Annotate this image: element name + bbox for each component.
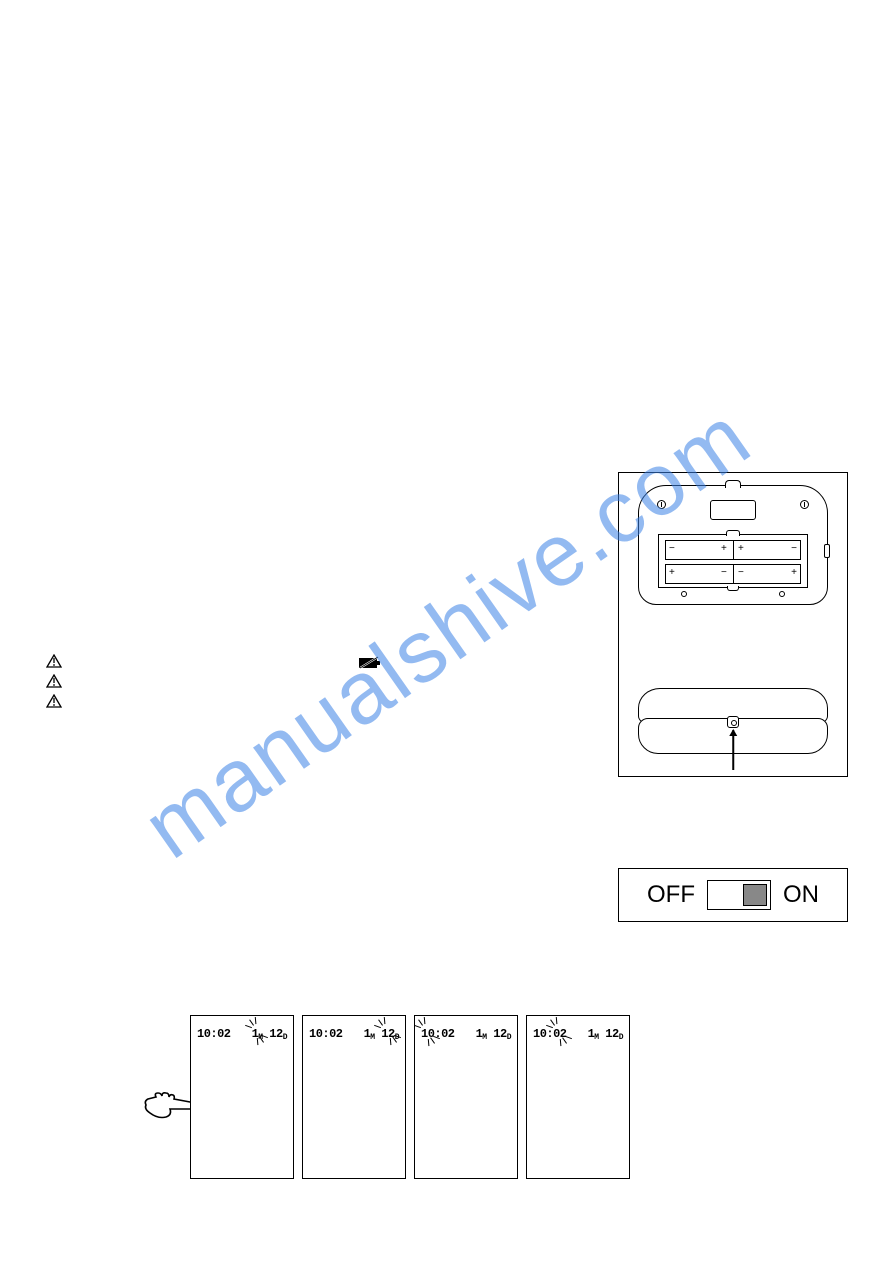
figure-power-switch: OFF ON bbox=[618, 868, 848, 922]
lcd-sequence: 10:02 1 M 12D 10:02 1M bbox=[190, 1015, 630, 1179]
caution-icon bbox=[46, 674, 62, 688]
lcd-date: 1M 12D bbox=[476, 1027, 511, 1041]
lcd-panel: 10:02 1M 12 D bbox=[302, 1015, 406, 1179]
switch-knob bbox=[743, 884, 767, 906]
lcd-panel: 10: 02 1M 12D bbox=[526, 1015, 630, 1179]
lcd-date: 1 M 12D bbox=[252, 1027, 287, 1041]
lcd-panel: 10:02 1 M 12D bbox=[190, 1015, 294, 1179]
lcd-time: 10 :02 bbox=[421, 1027, 455, 1041]
power-port-icon bbox=[727, 716, 739, 728]
device-back-view: − + + − + − − + bbox=[638, 485, 828, 615]
switch-on-label: ON bbox=[783, 881, 819, 909]
device-side-view bbox=[638, 688, 828, 760]
lcd-date: 1M 12 D bbox=[364, 1027, 399, 1041]
switch-off-label: OFF bbox=[647, 881, 695, 909]
lcd-panel: 10 :02 1M 12D bbox=[414, 1015, 518, 1179]
switch-body bbox=[707, 880, 771, 910]
pointing-hand-icon bbox=[140, 1085, 196, 1125]
caution-icon bbox=[46, 694, 62, 708]
figure-device-back: − + + − + − − + bbox=[618, 472, 848, 777]
low-battery-icon bbox=[358, 656, 382, 670]
battery-compartment: − + + − + − − + bbox=[658, 534, 808, 588]
caution-icons bbox=[46, 654, 62, 714]
caution-icon bbox=[46, 654, 62, 668]
lcd-date: 1M 12D bbox=[588, 1027, 623, 1041]
lcd-time: 10: 02 bbox=[533, 1027, 567, 1041]
lcd-time: 10:02 bbox=[309, 1027, 343, 1041]
lcd-time: 10:02 bbox=[197, 1027, 231, 1041]
